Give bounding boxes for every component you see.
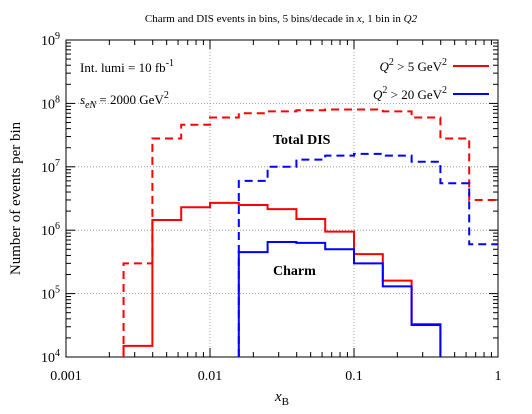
y-tick-base: 10 <box>41 224 55 239</box>
title-part: , 1 bin in <box>362 13 404 25</box>
title-part: Charm and DIS events in bins, 5 bins/dec… <box>145 13 357 25</box>
xlabel-main: x <box>274 389 282 405</box>
sqrts-sup: 2 <box>164 90 169 101</box>
legend-entry: Q2 > 20 GeV2 <box>373 85 489 102</box>
histogram-line <box>237 152 498 357</box>
legend-sup: 2 <box>389 57 394 68</box>
legend-label: Q2 > 20 GeV2 <box>373 85 447 102</box>
y-tick-exp: 4 <box>55 348 60 359</box>
histogram-line <box>122 108 498 357</box>
x-tick-label: 0.001 <box>50 369 82 384</box>
legend-q: Q <box>373 87 383 102</box>
legend-entry: Q2 > 5 GeV2 <box>379 57 489 74</box>
x-tick-label: 0.01 <box>198 369 223 384</box>
sqrts-rest: = 2000 GeV <box>96 92 164 107</box>
sqrts-sub: eN <box>85 100 97 111</box>
y-tick-base: 10 <box>41 161 55 176</box>
y-tick-label: 109 <box>41 31 60 49</box>
series-Q2>20-total-dis <box>237 152 498 357</box>
x-tick-label: 0.1 <box>345 369 363 384</box>
title-part: x <box>356 13 362 25</box>
xlabel-sub: B <box>282 396 289 408</box>
y-tick-label: 107 <box>41 158 60 176</box>
series-Q2>5-total-dis <box>122 108 498 357</box>
series-Q2>20-charm <box>237 241 442 357</box>
series-layer <box>122 108 498 357</box>
legend-mid: > 20 GeV <box>387 87 442 102</box>
legend-sup: 2 <box>442 85 447 96</box>
y-tick-base: 10 <box>41 288 55 303</box>
y-tick-label: 108 <box>41 94 60 112</box>
grid <box>66 40 498 357</box>
lumi-text: Int. lumi = 10 fb <box>80 60 166 75</box>
y-tick-label: 105 <box>41 285 60 303</box>
y-tick-exp: 9 <box>55 31 60 42</box>
series-Q2>5-charm <box>122 201 442 357</box>
y-tick-base: 10 <box>41 351 55 366</box>
sqrts-s: s <box>80 92 85 107</box>
histogram-line <box>237 241 442 357</box>
charm-label: Charm <box>273 264 316 279</box>
title-part: Q2 <box>404 13 418 25</box>
legend-q: Q <box>379 59 389 74</box>
legend-sup: 2 <box>382 85 387 96</box>
legend-mid: > 5 GeV <box>394 59 443 74</box>
plot-frame <box>65 39 499 358</box>
x-axis-label: xB <box>274 389 289 408</box>
y-tick-label: 106 <box>41 221 60 239</box>
histogram-line <box>122 201 442 357</box>
y-tick-label: 104 <box>41 348 60 366</box>
y-tick-base: 10 <box>41 97 55 112</box>
y-tick-exp: 8 <box>55 94 60 105</box>
lumi-annotation: Int. lumi = 10 fb-1 <box>80 58 174 75</box>
chart-title: Charm and DIS events in bins, 5 bins/dec… <box>145 13 418 25</box>
y-tick-base: 10 <box>41 34 55 49</box>
lumi-sup: -1 <box>166 58 174 69</box>
y-tick-exp: 5 <box>55 285 60 296</box>
x-tick-label: 1 <box>495 369 502 384</box>
sqrts-annotation: seN = 2000 GeV2 <box>80 90 169 111</box>
y-tick-exp: 6 <box>55 221 60 232</box>
y-axis-label: Number of events per bin <box>8 121 24 275</box>
y-tick-exp: 7 <box>55 158 60 169</box>
legend-label: Q2 > 5 GeV2 <box>379 57 447 74</box>
legend-sup: 2 <box>442 57 447 68</box>
total-dis-label: Total DIS <box>273 133 331 148</box>
